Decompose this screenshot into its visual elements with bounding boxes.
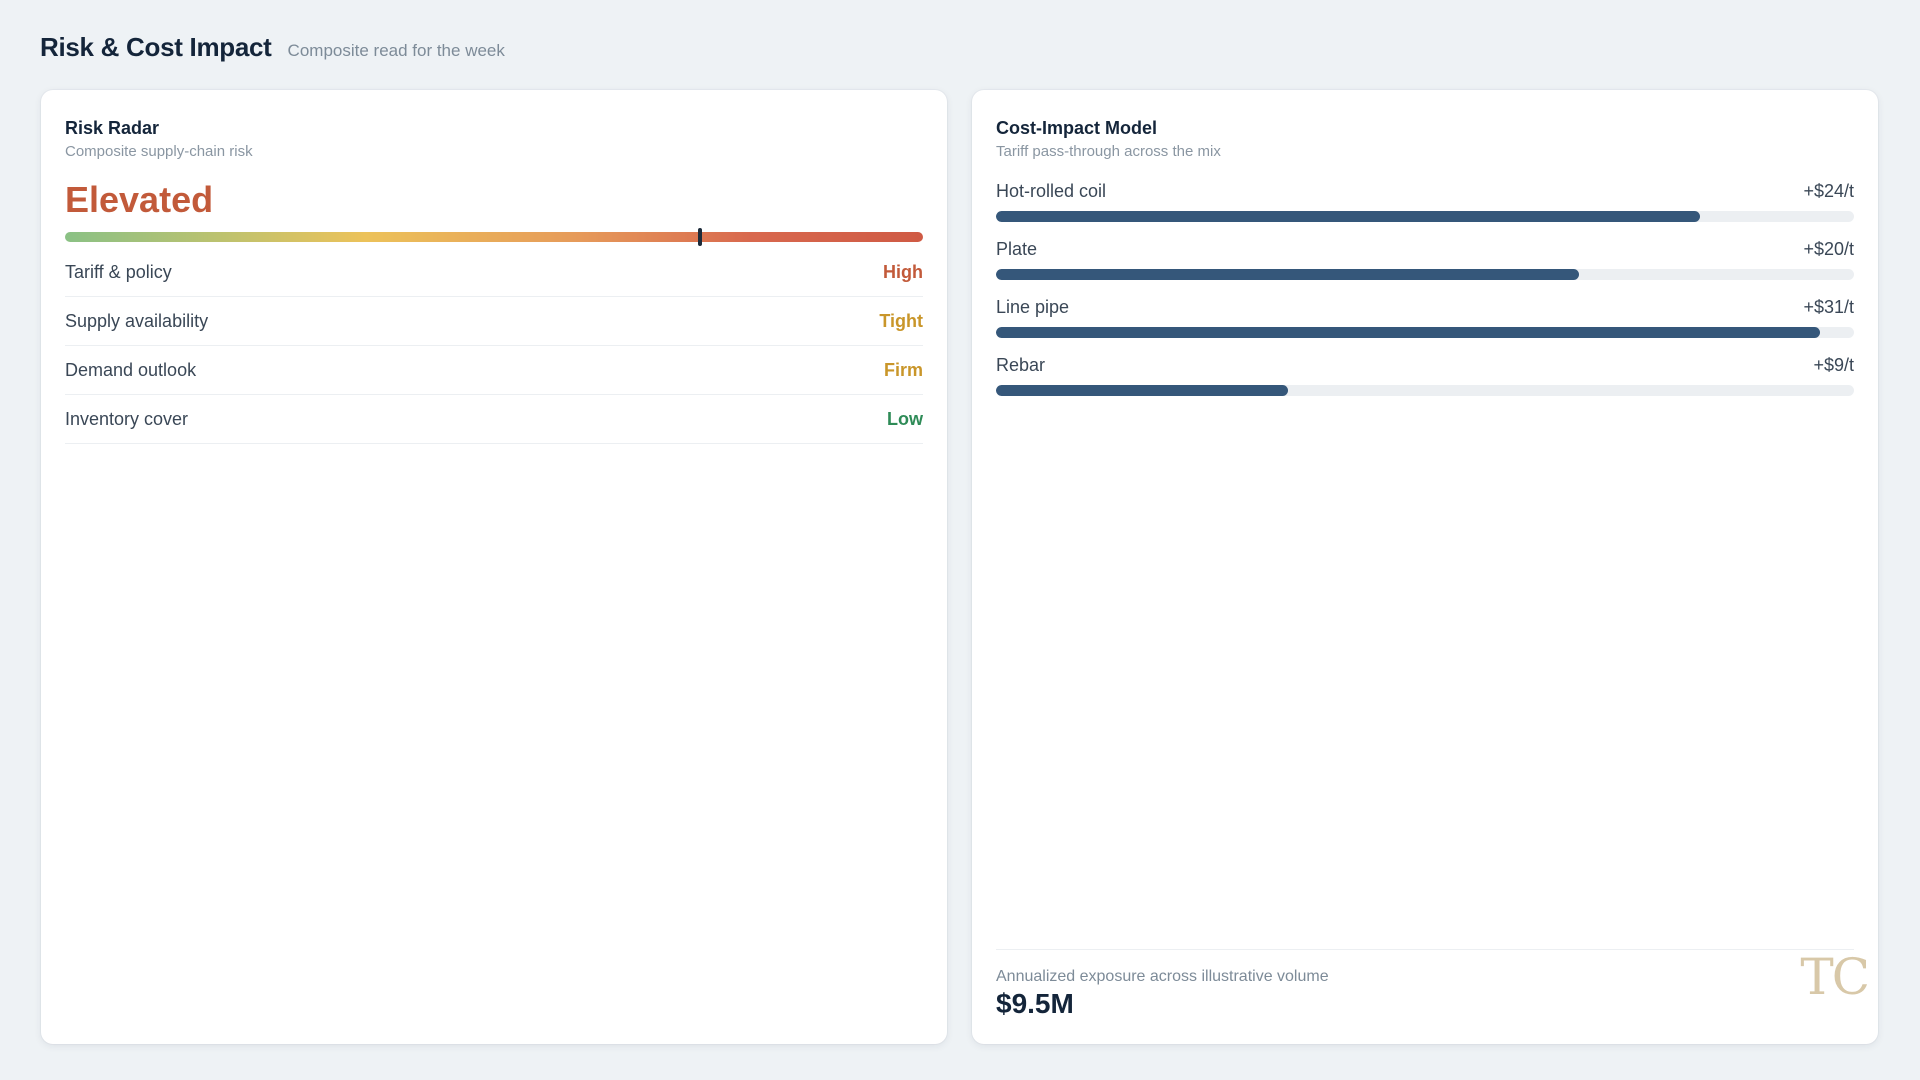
exposure-value: $9.5M bbox=[996, 988, 1074, 1019]
exposure-label: Annualized exposure across illustrative … bbox=[996, 968, 1329, 985]
cost-impact-row: Line pipe +$31/t bbox=[996, 296, 1854, 338]
cost-item-value: +$9/t bbox=[1813, 355, 1854, 375]
cost-impact-card: Cost-Impact Model Tariff pass-through ac… bbox=[972, 90, 1878, 1044]
risk-factor-label: Inventory cover bbox=[65, 408, 189, 429]
risk-factor-value: Tight bbox=[879, 310, 923, 331]
cost-item-label: Rebar bbox=[996, 355, 1046, 375]
page-subtitle: Composite read for the week bbox=[287, 41, 505, 60]
risk-factor-label: Supply availability bbox=[65, 310, 209, 331]
cost-item-label: Plate bbox=[996, 239, 1038, 259]
risk-factor-label: Tariff & policy bbox=[65, 261, 172, 282]
risk-factor-row: Tariff & policy High bbox=[65, 248, 923, 297]
cost-item-value: +$20/t bbox=[1803, 239, 1854, 259]
page-title: Risk & Cost Impact bbox=[40, 32, 272, 62]
risk-radar-title: Risk Radar bbox=[65, 118, 160, 138]
risk-factor-value: Firm bbox=[883, 359, 923, 380]
risk-factor-value: Low bbox=[887, 408, 923, 429]
cost-bar-track bbox=[996, 327, 1854, 338]
cost-impact-row: Rebar +$9/t bbox=[996, 354, 1854, 396]
brand-logo: TC bbox=[1800, 948, 1870, 1006]
risk-factor-row: Supply availability Tight bbox=[65, 297, 923, 346]
cost-bar-fill bbox=[996, 327, 1820, 338]
risk-factor-list: Tariff & policy High Supply availability… bbox=[65, 248, 923, 444]
page-header: Risk & Cost Impact Composite read for th… bbox=[40, 32, 505, 63]
cost-impact-row: Plate +$20/t bbox=[996, 238, 1854, 280]
risk-factor-label: Demand outlook bbox=[65, 359, 197, 380]
risk-factor-row: Inventory cover Low bbox=[65, 395, 923, 444]
cost-impact-list: Hot-rolled coil +$24/t Plate +$20/t Line… bbox=[996, 180, 1854, 396]
cost-item-label: Line pipe bbox=[996, 297, 1070, 317]
cost-bar-track bbox=[996, 385, 1854, 396]
cost-bar-track bbox=[996, 211, 1854, 222]
cost-item-value: +$24/t bbox=[1803, 181, 1854, 201]
risk-radar-subtitle: Composite supply-chain risk bbox=[65, 143, 253, 160]
cost-impact-row: Hot-rolled coil +$24/t bbox=[996, 180, 1854, 222]
risk-radar-card: Risk Radar Composite supply-chain risk E… bbox=[41, 90, 947, 1044]
risk-level: Elevated bbox=[65, 179, 214, 220]
cost-bar-fill bbox=[996, 385, 1288, 396]
cost-bar-track bbox=[996, 269, 1854, 280]
cost-bar-fill bbox=[996, 269, 1580, 280]
cost-bar-fill bbox=[996, 211, 1700, 222]
cost-item-label: Hot-rolled coil bbox=[996, 181, 1107, 201]
risk-factor-value: High bbox=[883, 261, 923, 282]
exposure-summary: Annualized exposure across illustrative … bbox=[996, 948, 1870, 1020]
cost-impact-title: Cost-Impact Model bbox=[996, 118, 1158, 138]
risk-gauge bbox=[65, 228, 923, 246]
risk-factor-row: Demand outlook Firm bbox=[65, 346, 923, 395]
cost-impact-subtitle: Tariff pass-through across the mix bbox=[996, 143, 1221, 160]
cost-item-value: +$31/t bbox=[1803, 297, 1854, 317]
risk-gauge-marker bbox=[697, 228, 702, 246]
